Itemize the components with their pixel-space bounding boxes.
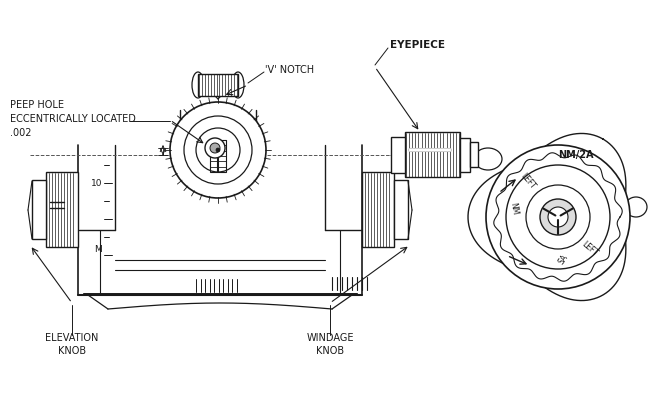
Bar	[394, 180, 408, 239]
Text: ELEVATION
KNOB: ELEVATION KNOB	[45, 333, 99, 356]
Ellipse shape	[474, 148, 502, 170]
Circle shape	[486, 145, 630, 289]
Circle shape	[548, 207, 568, 227]
Bar	[470, 142, 478, 167]
Circle shape	[170, 102, 266, 198]
Text: EYEPIECE: EYEPIECE	[390, 40, 445, 50]
Text: SA: SA	[556, 252, 570, 266]
Ellipse shape	[625, 197, 647, 217]
Circle shape	[205, 138, 225, 158]
Bar	[198, 74, 238, 96]
Text: M: M	[94, 245, 102, 254]
Circle shape	[506, 165, 610, 269]
Ellipse shape	[192, 72, 204, 98]
Bar	[32, 180, 46, 239]
Text: 10: 10	[90, 179, 102, 188]
Polygon shape	[468, 134, 626, 301]
Bar	[362, 172, 394, 247]
Circle shape	[196, 128, 240, 172]
Text: LEFT: LEFT	[580, 240, 600, 258]
Circle shape	[216, 148, 220, 152]
Text: WINDAGE
KNOB: WINDAGE KNOB	[307, 333, 354, 356]
Bar	[405, 132, 460, 177]
Text: 'V' NOTCH: 'V' NOTCH	[265, 65, 314, 75]
Text: NM/2A: NM/2A	[558, 150, 593, 160]
Bar	[210, 140, 226, 172]
Text: LEFT: LEFT	[519, 171, 537, 191]
Circle shape	[526, 185, 590, 249]
Text: PEEP HOLE
ECCENTRICALLY LOCATED
.002: PEEP HOLE ECCENTRICALLY LOCATED .002	[10, 100, 136, 138]
Ellipse shape	[232, 72, 244, 98]
Bar	[46, 172, 78, 247]
Bar	[391, 137, 405, 173]
Circle shape	[210, 143, 220, 153]
Circle shape	[540, 199, 576, 235]
Circle shape	[184, 116, 252, 184]
Bar	[460, 138, 470, 172]
Text: NM: NM	[508, 202, 519, 216]
